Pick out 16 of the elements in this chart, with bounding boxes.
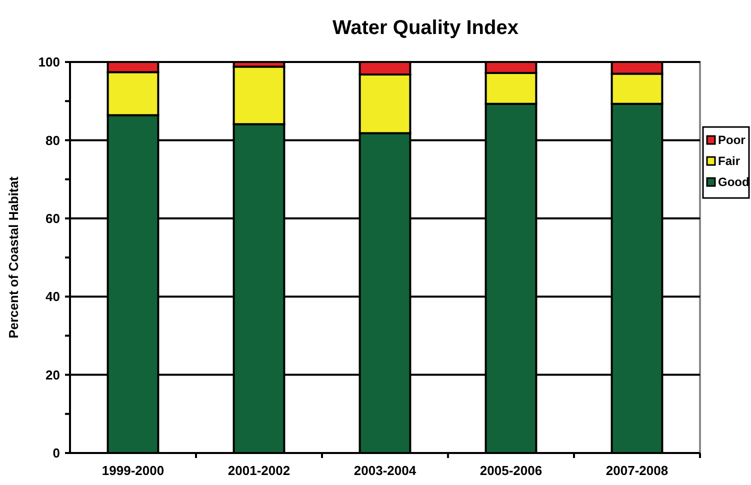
y-tick-label: 60 [46, 210, 60, 226]
x-tick-label: 2007-2008 [606, 463, 668, 478]
x-tick-label: 2001-2002 [228, 463, 290, 478]
x-tick-label: 2005-2006 [480, 463, 542, 478]
y-tick-label: 0 [52, 446, 60, 461]
chart-title: Water Quality Index [332, 17, 518, 39]
x-tick-label: 2003-2004 [354, 463, 417, 478]
y-axis-title: Percent of Coastal Habitat [6, 176, 21, 338]
y-tick-label: 40 [46, 289, 60, 304]
legend-label: Good [718, 175, 750, 190]
x-tick-label: 1999-2000 [102, 463, 164, 478]
legend-label: Fair [718, 154, 740, 168]
y-tick-label: 20 [46, 367, 60, 382]
y-tick-label: 80 [46, 132, 60, 148]
legend-label: Poor [718, 133, 746, 148]
y-tick-label: 100 [38, 54, 60, 70]
